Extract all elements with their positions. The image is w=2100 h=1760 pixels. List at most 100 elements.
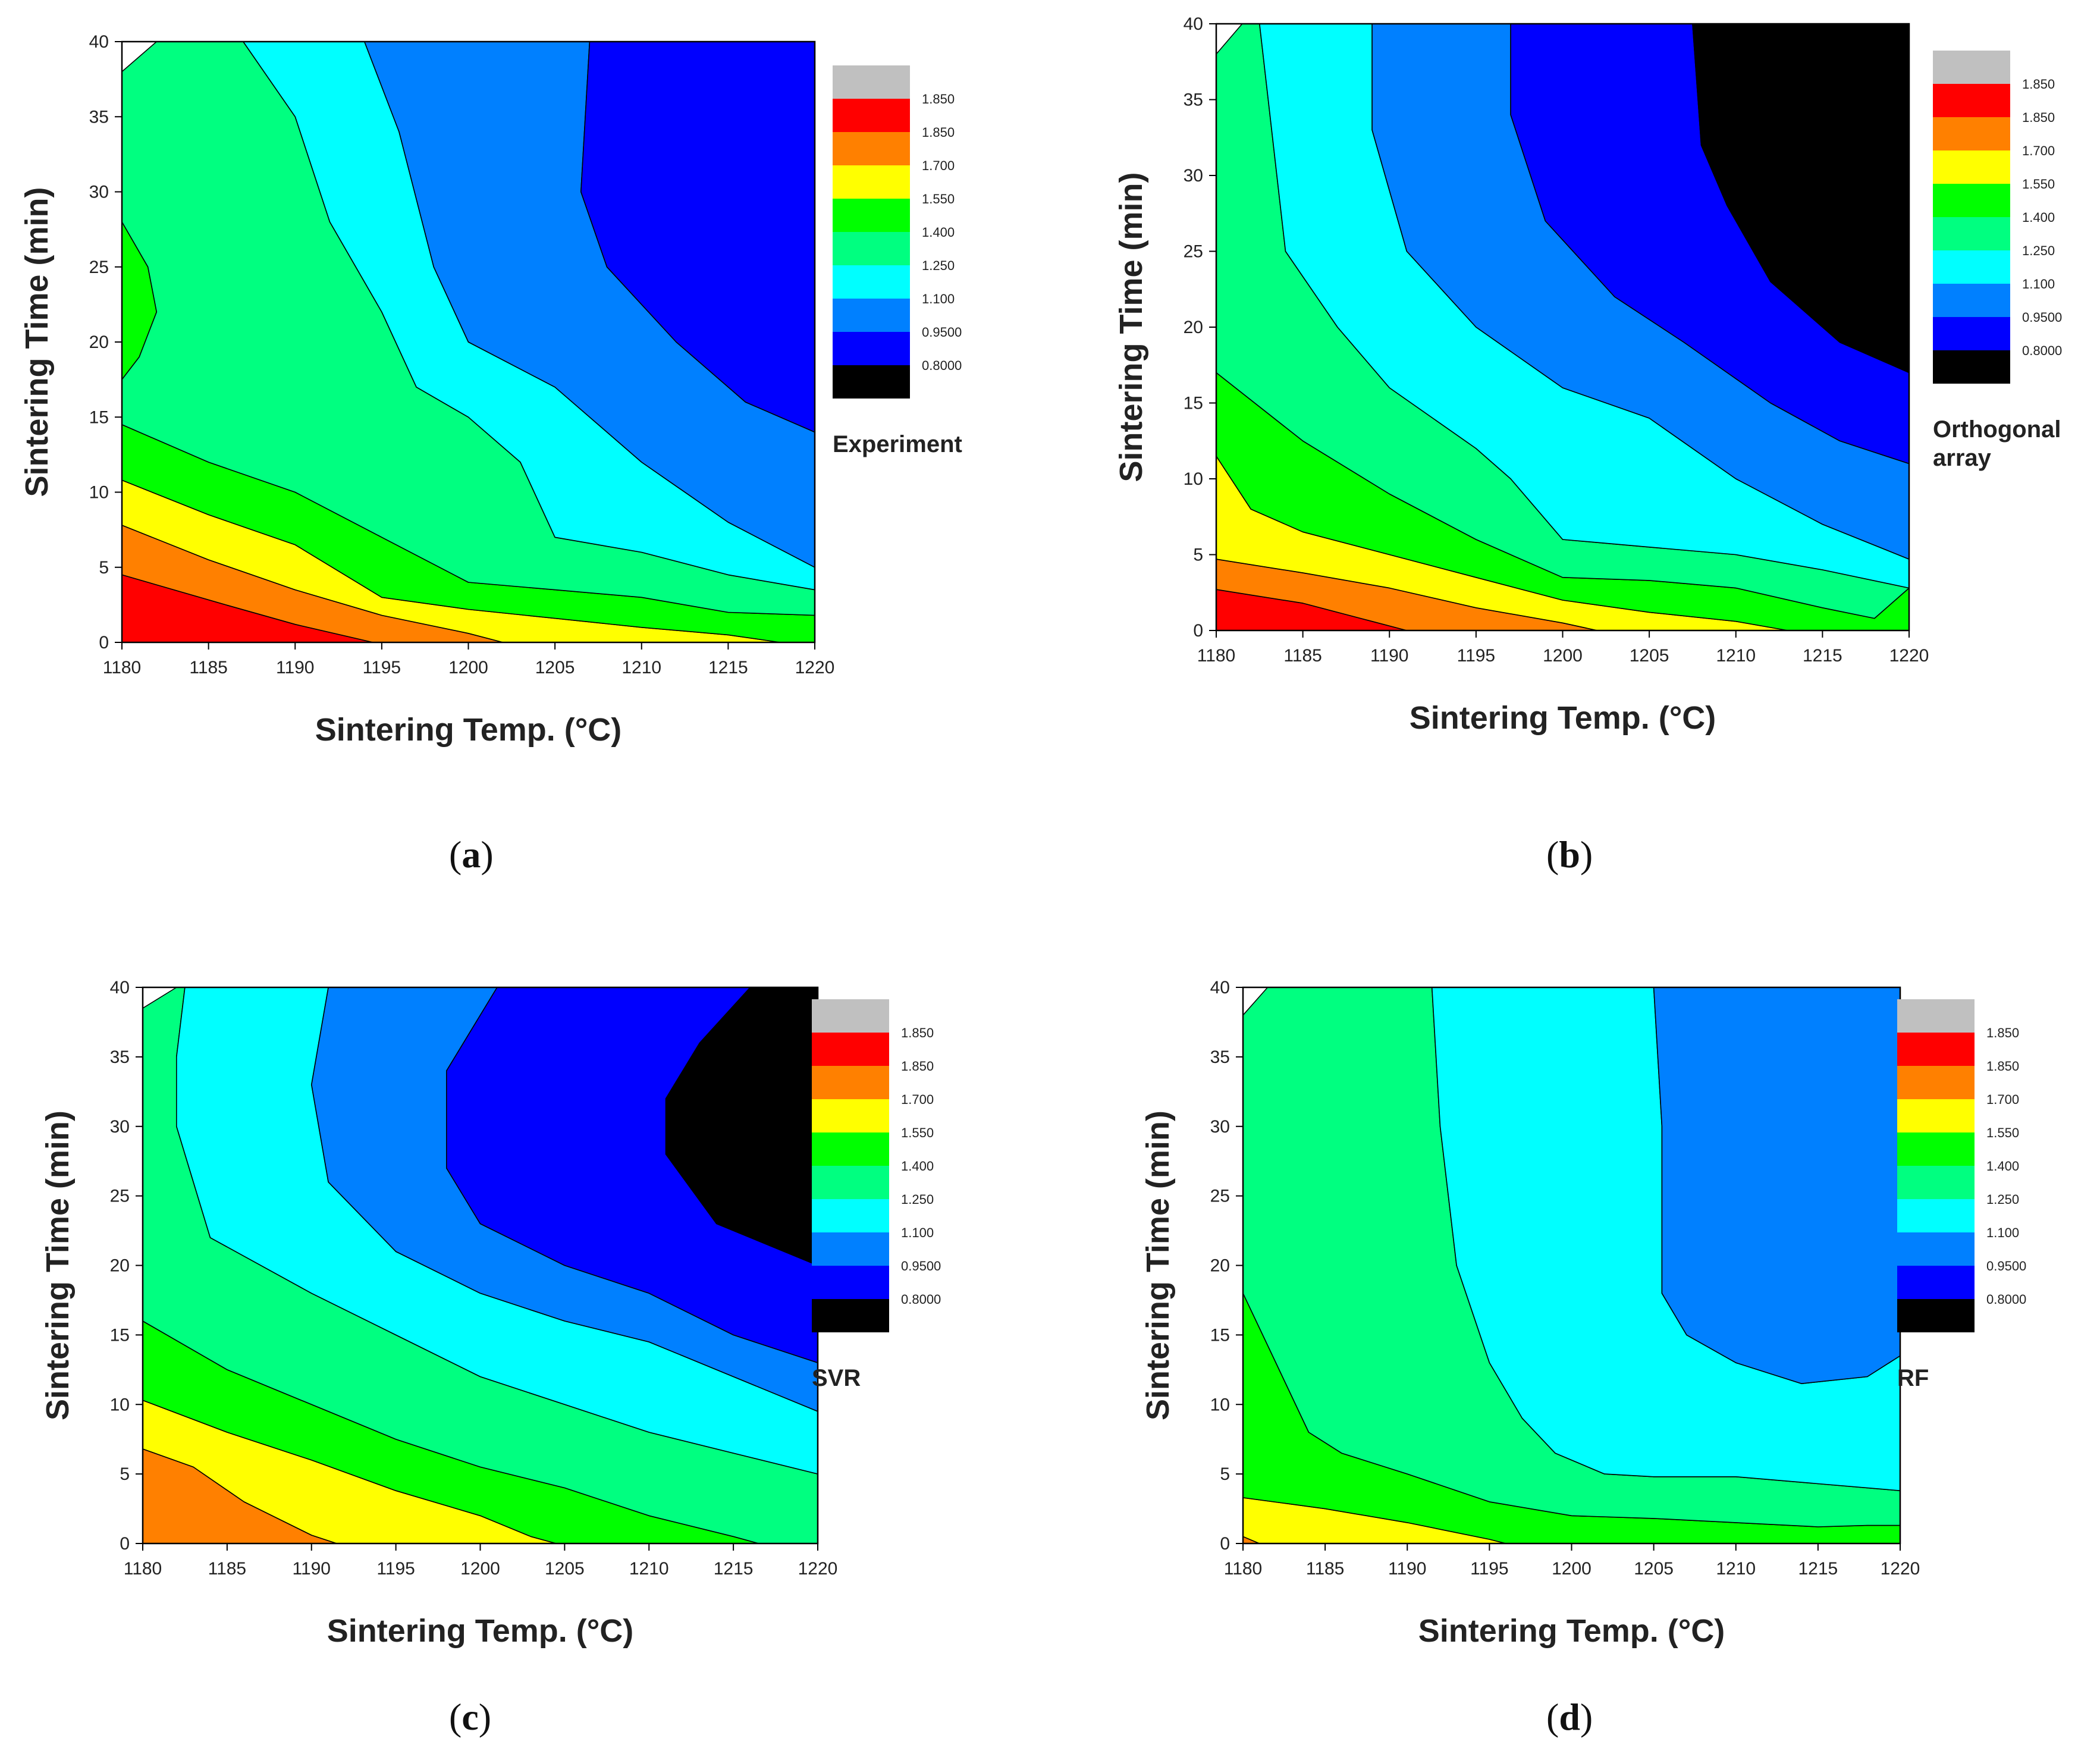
legend-swatch-c-1: [812, 1033, 889, 1066]
legend-swatch-b-2: [1933, 117, 2010, 150]
legend-swatch-c-3: [812, 1099, 889, 1132]
contour-chart-c: 1180 1185 1190 1195 1200 1205 1210 1215 1220 0 5 10…: [40, 978, 941, 1649]
y-axis-title-d: Sintering Time (min): [1140, 1110, 1176, 1420]
caption-c: (c): [449, 1696, 492, 1738]
y-tick-label-d-0: 0: [1220, 1534, 1230, 1554]
legend-tick-c-4: 1.400: [901, 1159, 934, 1174]
legend-swatch-d-6: [1897, 1199, 1975, 1232]
x-tick-label-c-8: 1220: [798, 1559, 838, 1579]
legend-swatch-b-5: [1933, 217, 2010, 250]
y-tick-label-c-5: 25: [110, 1187, 130, 1206]
legend-swatch-c-9: [812, 1299, 889, 1332]
y-tick-label-c-4: 20: [110, 1256, 130, 1276]
y-tick-label-a-3: 15: [89, 407, 109, 427]
x-tick-label-d-3: 1195: [1470, 1559, 1509, 1579]
legend-swatch-c-4: [812, 1132, 889, 1166]
x-tick-label-c-5: 1205: [545, 1559, 585, 1579]
legend-c: 1.850 1.850 1.700 1.550 1.400 1.250 1.100 0.950…: [812, 999, 941, 1391]
y-tick-label-d-8: 40: [1210, 978, 1230, 997]
y-tick-label-c-7: 35: [110, 1047, 130, 1067]
legend-swatch-b-8: [1933, 317, 2010, 350]
x-tick-label-a-2: 1190: [276, 658, 315, 677]
legend-tick-c-3: 1.550: [901, 1125, 934, 1140]
legend-tick-a-8: 0.8000: [922, 358, 962, 373]
legend-swatch-b-3: [1933, 150, 2010, 184]
x-tick-label-a-1: 1185: [189, 658, 228, 677]
legend-swatch-c-7: [812, 1232, 889, 1266]
contour-chart-d: 1180 1185 1190 1195 1200 1205 1210 1215 1220 0 5 10…: [1140, 978, 2026, 1649]
x-tick-label-b-7: 1215: [1803, 646, 1842, 666]
y-tick-label-c-8: 40: [110, 978, 130, 997]
x-tick-label-a-6: 1210: [621, 658, 661, 677]
contour-chart-b: 1180 1185 1190 1195 1200 1205 1210 1215 1220 0 5 10…: [1113, 14, 2062, 736]
caption-letter-d: d: [1559, 1696, 1580, 1738]
legend-tick-c-8: 0.8000: [901, 1292, 941, 1307]
legend-label-c: SVR: [812, 1365, 861, 1391]
legend-tick-c-6: 1.100: [901, 1225, 934, 1240]
legend-swatch-b-9: [1933, 350, 2010, 384]
legend-swatch-a-6: [833, 265, 910, 299]
legend-tick-d-3: 1.550: [1986, 1125, 2019, 1140]
legend-b: 1.850 1.850 1.700 1.550 1.400 1.250 1.100 0.950…: [1933, 51, 2062, 471]
legend-swatch-c-2: [812, 1066, 889, 1099]
y-tick-label-a-0: 0: [99, 633, 109, 652]
legend-tick-a-7: 0.9500: [922, 325, 962, 340]
legend-a: 1.850 1.850 1.700 1.550 1.400 1.250 1.100 0.950…: [833, 65, 962, 457]
legend-tick-c-5: 1.250: [901, 1192, 934, 1207]
legend-tick-b-4: 1.400: [2022, 210, 2055, 225]
x-tick-label-c-0: 1180: [124, 1559, 162, 1579]
contour-regions-c: [142, 987, 818, 1544]
x-tick-label-b-6: 1210: [1716, 646, 1756, 666]
chart-panel-b: 1180 1185 1190 1195 1200 1205 1210 1215 1220 0 5 10…: [1076, 0, 2088, 776]
legend-swatch-a-1: [833, 99, 910, 132]
legend-tick-b-1: 1.850: [2022, 110, 2055, 125]
y-tick-label-d-5: 25: [1210, 1187, 1230, 1206]
legend-tick-a-0: 1.850: [922, 92, 955, 106]
y-tick-label-d-3: 15: [1210, 1325, 1230, 1345]
legend-label-b: Orthogonal array: [1933, 416, 2061, 471]
legend-label-a: Experiment: [833, 431, 962, 457]
legend-swatch-d-5: [1897, 1166, 1975, 1199]
x-axis-title-d: Sintering Temp. (°C): [1418, 1613, 1725, 1649]
legend-swatch-b-6: [1933, 250, 2010, 284]
contour-regions-b: [1216, 23, 1910, 631]
contour-regions-d: [1242, 987, 1901, 1544]
x-tick-label-c-6: 1210: [629, 1559, 669, 1579]
legend-tick-b-7: 0.9500: [2022, 310, 2062, 325]
legend-tick-b-5: 1.250: [2022, 243, 2055, 258]
legend-swatch-d-9: [1897, 1299, 1975, 1332]
legend-d: 1.850 1.850 1.700 1.550 1.400 1.250 1.100 0.950…: [1897, 999, 2026, 1391]
x-tick-label-a-3: 1195: [363, 658, 401, 677]
y-tick-label-a-2: 10: [89, 483, 109, 503]
legend-swatch-d-2: [1897, 1066, 1975, 1099]
caption-a: (a): [449, 833, 494, 876]
y-tick-label-d-7: 35: [1210, 1047, 1230, 1067]
x-tick-label-a-4: 1200: [448, 658, 488, 677]
legend-tick-a-6: 1.100: [922, 291, 955, 306]
legend-tick-c-7: 0.9500: [901, 1259, 941, 1273]
legend-tick-b-8: 0.8000: [2022, 343, 2062, 358]
y-tick-label-c-6: 30: [110, 1117, 130, 1137]
x-tick-label-b-1: 1185: [1283, 646, 1322, 666]
legend-tick-a-5: 1.250: [922, 258, 955, 273]
x-tick-label-b-0: 1180: [1197, 646, 1236, 666]
y-tick-label-b-8: 40: [1184, 14, 1203, 34]
legend-tick-b-6: 1.100: [2022, 277, 2055, 291]
chart-panel-c: 1180 1185 1190 1195 1200 1205 1210 1215 1220 0 5 10…: [24, 958, 1035, 1734]
legend-tick-b-3: 1.550: [2022, 177, 2055, 192]
x-tick-label-b-2: 1190: [1370, 646, 1409, 666]
x-tick-label-b-4: 1200: [1543, 646, 1583, 666]
contour-region-d-5: [1653, 987, 1901, 1385]
legend-swatch-b-4: [1933, 184, 2010, 217]
legend-swatch-a-3: [833, 165, 910, 199]
legend-tick-b-0: 1.850: [2022, 77, 2055, 92]
x-tick-label-d-5: 1205: [1634, 1559, 1674, 1579]
x-tick-label-a-8: 1220: [795, 658, 835, 677]
legend-swatch-d-1: [1897, 1033, 1975, 1066]
legend-tick-a-4: 1.400: [922, 225, 955, 240]
legend-swatch-c-0: [812, 999, 889, 1033]
legend-tick-a-2: 1.700: [922, 158, 955, 173]
y-axis-title-c: Sintering Time (min): [40, 1110, 76, 1420]
y-tick-label-b-4: 20: [1184, 318, 1203, 337]
caption-b: (b): [1546, 833, 1593, 876]
